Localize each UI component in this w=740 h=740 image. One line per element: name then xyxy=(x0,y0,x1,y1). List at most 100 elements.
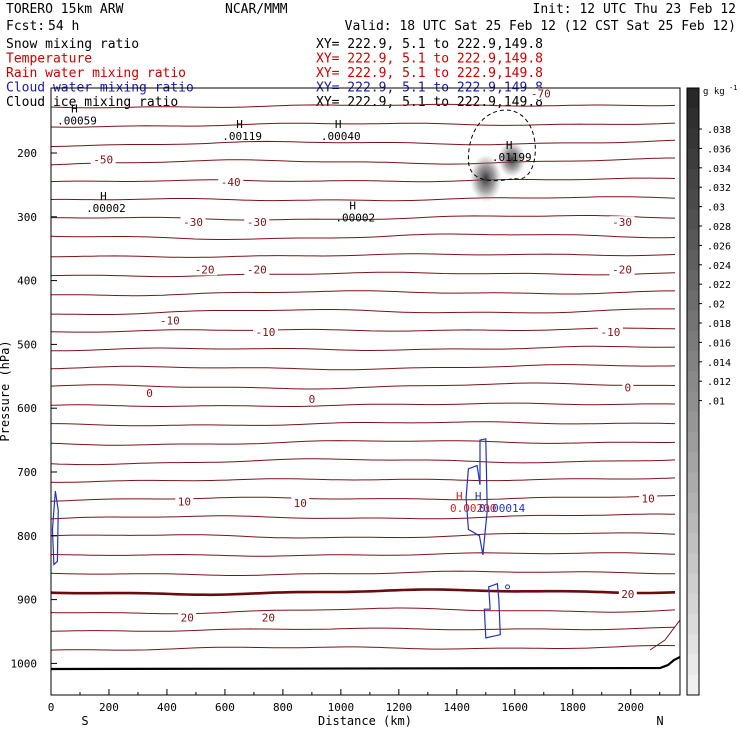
isotherm-label: -10 xyxy=(256,326,276,339)
colorbar-swatch xyxy=(687,634,699,656)
isotherm-line xyxy=(51,290,675,297)
org-label: NCAR/MMM xyxy=(225,2,288,17)
isotherm-label: 0 xyxy=(625,381,632,394)
colorbar-swatch xyxy=(687,573,699,595)
cloud-water-contour xyxy=(505,584,511,590)
colorbar-tick-label: .032 xyxy=(707,183,731,194)
colorbar-tick-label: .022 xyxy=(707,280,731,291)
colorbar-tick-label: .01 xyxy=(707,397,725,408)
isotherm-line xyxy=(51,345,676,352)
colorbar-swatch xyxy=(687,452,699,473)
isotherm-label: 0 xyxy=(146,387,153,400)
colorbar-tick-label: .026 xyxy=(707,241,731,252)
snow-maximum-value: .00040 xyxy=(321,130,361,143)
isotherm-line xyxy=(51,626,676,632)
label-background xyxy=(618,588,637,601)
legend-entry: Cloud ice mixing ratio xyxy=(6,95,178,110)
isotherm-label: 10 xyxy=(294,497,307,510)
colorbar-swatch xyxy=(687,128,699,150)
x-axis-title: Distance (km) xyxy=(318,714,412,728)
label-background xyxy=(192,263,218,276)
colorbar-swatch xyxy=(687,472,699,494)
y-axis-title: Pressure (hPa) xyxy=(0,340,12,441)
snow-maximum-marker: H xyxy=(335,118,342,131)
isotherm-line xyxy=(51,327,675,333)
ice-maximum-marker: H xyxy=(506,139,513,152)
isotherm-line xyxy=(51,177,676,183)
rain-maximum-marker: H xyxy=(456,490,463,503)
isotherm-line xyxy=(51,233,676,240)
isotherm-label: -30 xyxy=(612,216,632,229)
colorbar-frame xyxy=(686,87,700,696)
colorbar-tick-label: .038 xyxy=(707,125,731,136)
label-background xyxy=(622,381,634,394)
isotherm-line xyxy=(51,271,676,278)
x-tick-label: 200 xyxy=(99,701,119,714)
label-background xyxy=(528,88,554,100)
isotherm-line xyxy=(51,570,675,576)
colorbar-swatch xyxy=(687,512,699,534)
isotherm-line xyxy=(51,458,676,466)
y-tick-label: 200 xyxy=(17,147,37,160)
y-tick-label: 1000 xyxy=(11,657,38,670)
isotherm-line xyxy=(51,440,676,446)
y-tick-label: 300 xyxy=(17,211,37,224)
model-title: TORERO 15km ARW xyxy=(6,2,124,17)
colorbar-swatch xyxy=(687,88,699,109)
legend-entry: Temperature xyxy=(6,52,92,67)
isotherm-line xyxy=(51,364,676,371)
isotherm-line xyxy=(51,103,676,109)
colorbar-swatch xyxy=(687,209,699,231)
y-tick-label: 700 xyxy=(17,466,37,479)
colorbar-swatch xyxy=(687,553,699,575)
colorbar-tick-label: .036 xyxy=(707,144,731,155)
colorbar-swatch xyxy=(687,330,699,352)
colorbar-swatch xyxy=(687,654,699,676)
cloud-ice-contour xyxy=(467,109,536,182)
colorbar-swatch xyxy=(687,189,699,210)
x-end-label-left: S xyxy=(81,714,88,728)
label-background xyxy=(259,611,278,624)
snow-maximum-marker: H xyxy=(71,103,78,116)
colorbar-swatch xyxy=(687,391,699,413)
x-tick-label: 1400 xyxy=(444,701,471,714)
isotherm-label: -10 xyxy=(600,326,620,339)
colorbar-tick-label: .024 xyxy=(707,261,731,272)
isotherm-label: -30 xyxy=(247,216,267,229)
isotherm-label: 20 xyxy=(262,612,275,625)
snow-maximum-value: .00002 xyxy=(86,202,126,215)
label-background xyxy=(144,387,156,400)
colorbar-swatch xyxy=(687,290,699,312)
isotherm-line xyxy=(51,607,676,615)
label-background xyxy=(178,611,197,624)
legend-entry: Rain water mixing ratio xyxy=(6,66,186,81)
y-tick-label: 900 xyxy=(17,594,37,607)
colorbar-swatch xyxy=(687,431,699,453)
legend: Snow mixing ratio XY= 222.9, 5.1 to 222.9… xyxy=(6,37,543,110)
colorbar-swatch xyxy=(687,168,699,190)
legend-xy: XY= 222.9, 5.1 to 222.9,149.8 xyxy=(316,37,543,52)
snow-maximum-marker: H xyxy=(236,118,243,131)
colorbar-tick-label: .034 xyxy=(707,164,731,175)
isotherm-line xyxy=(51,122,676,128)
isotherm-label: -30 xyxy=(183,216,203,229)
snow-maximum-value: .00119 xyxy=(222,130,262,143)
x-tick-label: 2000 xyxy=(617,701,644,714)
label-background xyxy=(157,314,183,327)
label-background xyxy=(639,492,658,505)
isotherm-label: 10 xyxy=(641,492,654,505)
colorbar-unit-exponent: -1 xyxy=(729,84,737,92)
cloud-ice-shading xyxy=(497,141,526,178)
colorbar-tick-label: .016 xyxy=(707,338,731,349)
x-tick-label: 800 xyxy=(273,701,293,714)
valid-time: Valid: 18 UTC Sat 25 Feb 12 (12 CST Sat … xyxy=(345,19,736,34)
axes: 0 200 400 600 800 1000 1200 1400 1600 1800 2000200… xyxy=(11,147,661,714)
label-background xyxy=(244,216,270,229)
isotherm-line xyxy=(51,513,676,520)
colorbar: g kg -1 .038 .036 .034 .032 .03 .028 .026 .024 .02… xyxy=(686,84,737,696)
isotherm-label: -40 xyxy=(221,176,241,189)
colorbar-swatch xyxy=(687,270,699,291)
rain-maximum-value: 0.00200 xyxy=(450,502,496,515)
isotherm-label: -20 xyxy=(247,263,267,276)
isotherm-line xyxy=(51,588,676,597)
